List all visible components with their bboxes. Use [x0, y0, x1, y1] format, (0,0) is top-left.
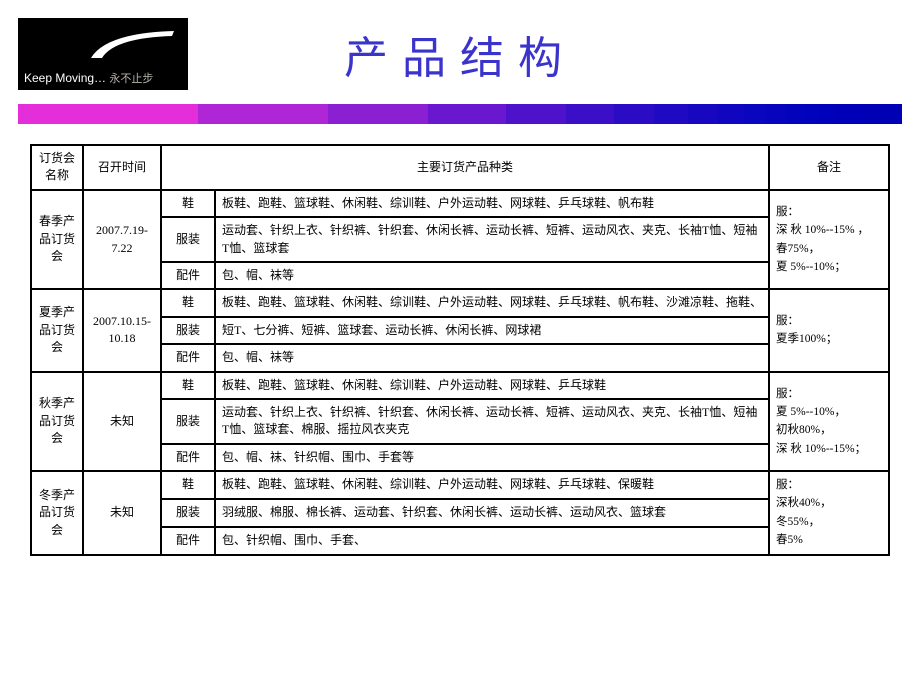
col-note: 备注: [769, 145, 889, 190]
season-name: 秋季产品订货会: [31, 372, 83, 472]
color-segment: [834, 104, 846, 124]
remarks: 服： 夏季100%；: [769, 289, 889, 371]
category-label: 配件: [161, 344, 215, 371]
category-label: 服装: [161, 499, 215, 527]
meeting-time: 2007.7.19-7.22: [83, 190, 161, 290]
col-products: 主要订货产品种类: [161, 145, 769, 190]
col-name: 订货会名称: [31, 145, 83, 190]
remarks: 服： 夏 5%--10%， 初秋80%， 深 秋 10%--15%；: [769, 372, 889, 472]
season-name: 春季产品订货会: [31, 190, 83, 290]
meeting-time: 未知: [83, 372, 161, 472]
color-segment: [614, 104, 654, 124]
color-segment: [856, 104, 864, 124]
table-row: 夏季产品订货会2007.10.15-10.18鞋板鞋、跑鞋、篮球鞋、休闲鞋、综训…: [31, 289, 889, 316]
color-segment: [566, 104, 614, 124]
page-title: 产品结构: [0, 22, 920, 86]
category-label: 配件: [161, 262, 215, 289]
color-segment: [870, 104, 902, 124]
season-name: 夏季产品订货会: [31, 289, 83, 371]
season-name: 冬季产品订货会: [31, 471, 83, 555]
product-list-shoes: 板鞋、跑鞋、篮球鞋、休闲鞋、综训鞋、户外运动鞋、网球鞋、乒乓球鞋、帆布鞋: [215, 190, 769, 217]
product-list-shoes: 板鞋、跑鞋、篮球鞋、休闲鞋、综训鞋、户外运动鞋、网球鞋、乒乓球鞋、保暖鞋: [215, 471, 769, 499]
category-label: 配件: [161, 527, 215, 555]
table-row: 春季产品订货会2007.7.19-7.22鞋板鞋、跑鞋、篮球鞋、休闲鞋、综训鞋、…: [31, 190, 889, 217]
meeting-time: 2007.10.15-10.18: [83, 289, 161, 371]
product-structure-table: 订货会名称 召开时间 主要订货产品种类 备注 春季产品订货会2007.7.19-…: [30, 144, 890, 556]
product-list-accessories: 包、帽、袜等: [215, 262, 769, 289]
category-label: 鞋: [161, 372, 215, 399]
table-row: 秋季产品订货会未知鞋板鞋、跑鞋、篮球鞋、休闲鞋、综训鞋、户外运动鞋、网球鞋、乒乓…: [31, 372, 889, 399]
color-segment: [846, 104, 856, 124]
color-segment: [804, 104, 820, 124]
category-label: 服装: [161, 317, 215, 344]
color-segment: [506, 104, 566, 124]
color-segment: [718, 104, 744, 124]
color-segment: [744, 104, 766, 124]
product-list-apparel: 短T、七分裤、短裤、篮球套、运动长裤、休闲长裤、网球裙: [215, 317, 769, 344]
product-list-shoes: 板鞋、跑鞋、篮球鞋、休闲鞋、综训鞋、户外运动鞋、网球鞋、乒乓球鞋、帆布鞋、沙滩凉…: [215, 289, 769, 316]
color-segment: [428, 104, 506, 124]
decorative-color-bar: [18, 104, 902, 124]
color-segment: [688, 104, 718, 124]
category-label: 鞋: [161, 190, 215, 217]
color-segment: [786, 104, 804, 124]
product-list-apparel: 运动套、针织上衣、针织裤、针织套、休闲长裤、运动长裤、短裤、运动风衣、夹克、长袖…: [215, 399, 769, 444]
remarks: 服： 深秋40%， 冬55%， 春5%: [769, 471, 889, 555]
category-label: 服装: [161, 217, 215, 262]
color-segment: [820, 104, 834, 124]
table-header-row: 订货会名称 召开时间 主要订货产品种类 备注: [31, 145, 889, 190]
meeting-time: 未知: [83, 471, 161, 555]
color-segment: [18, 104, 198, 124]
remarks: 服： 深 秋 10%--15% ， 春75%， 夏 5%--10%；: [769, 190, 889, 290]
product-list-apparel: 羽绒服、棉服、棉长裤、运动套、针织套、休闲长裤、运动长裤、运动风衣、篮球套: [215, 499, 769, 527]
category-label: 鞋: [161, 471, 215, 499]
color-segment: [654, 104, 688, 124]
category-label: 鞋: [161, 289, 215, 316]
product-list-apparel: 运动套、针织上衣、针织裤、针织套、休闲长裤、运动长裤、短裤、运动风衣、夹克、长袖…: [215, 217, 769, 262]
color-segment: [766, 104, 786, 124]
col-time: 召开时间: [83, 145, 161, 190]
table-row: 冬季产品订货会未知鞋板鞋、跑鞋、篮球鞋、休闲鞋、综训鞋、户外运动鞋、网球鞋、乒乓…: [31, 471, 889, 499]
product-list-shoes: 板鞋、跑鞋、篮球鞋、休闲鞋、综训鞋、户外运动鞋、网球鞋、乒乓球鞋: [215, 372, 769, 399]
product-list-accessories: 包、帽、袜等: [215, 344, 769, 371]
product-list-accessories: 包、针织帽、围巾、手套、: [215, 527, 769, 555]
category-label: 服装: [161, 399, 215, 444]
color-segment: [198, 104, 328, 124]
product-list-accessories: 包、帽、袜、针织帽、围巾、手套等: [215, 444, 769, 471]
color-segment: [328, 104, 428, 124]
category-label: 配件: [161, 444, 215, 471]
